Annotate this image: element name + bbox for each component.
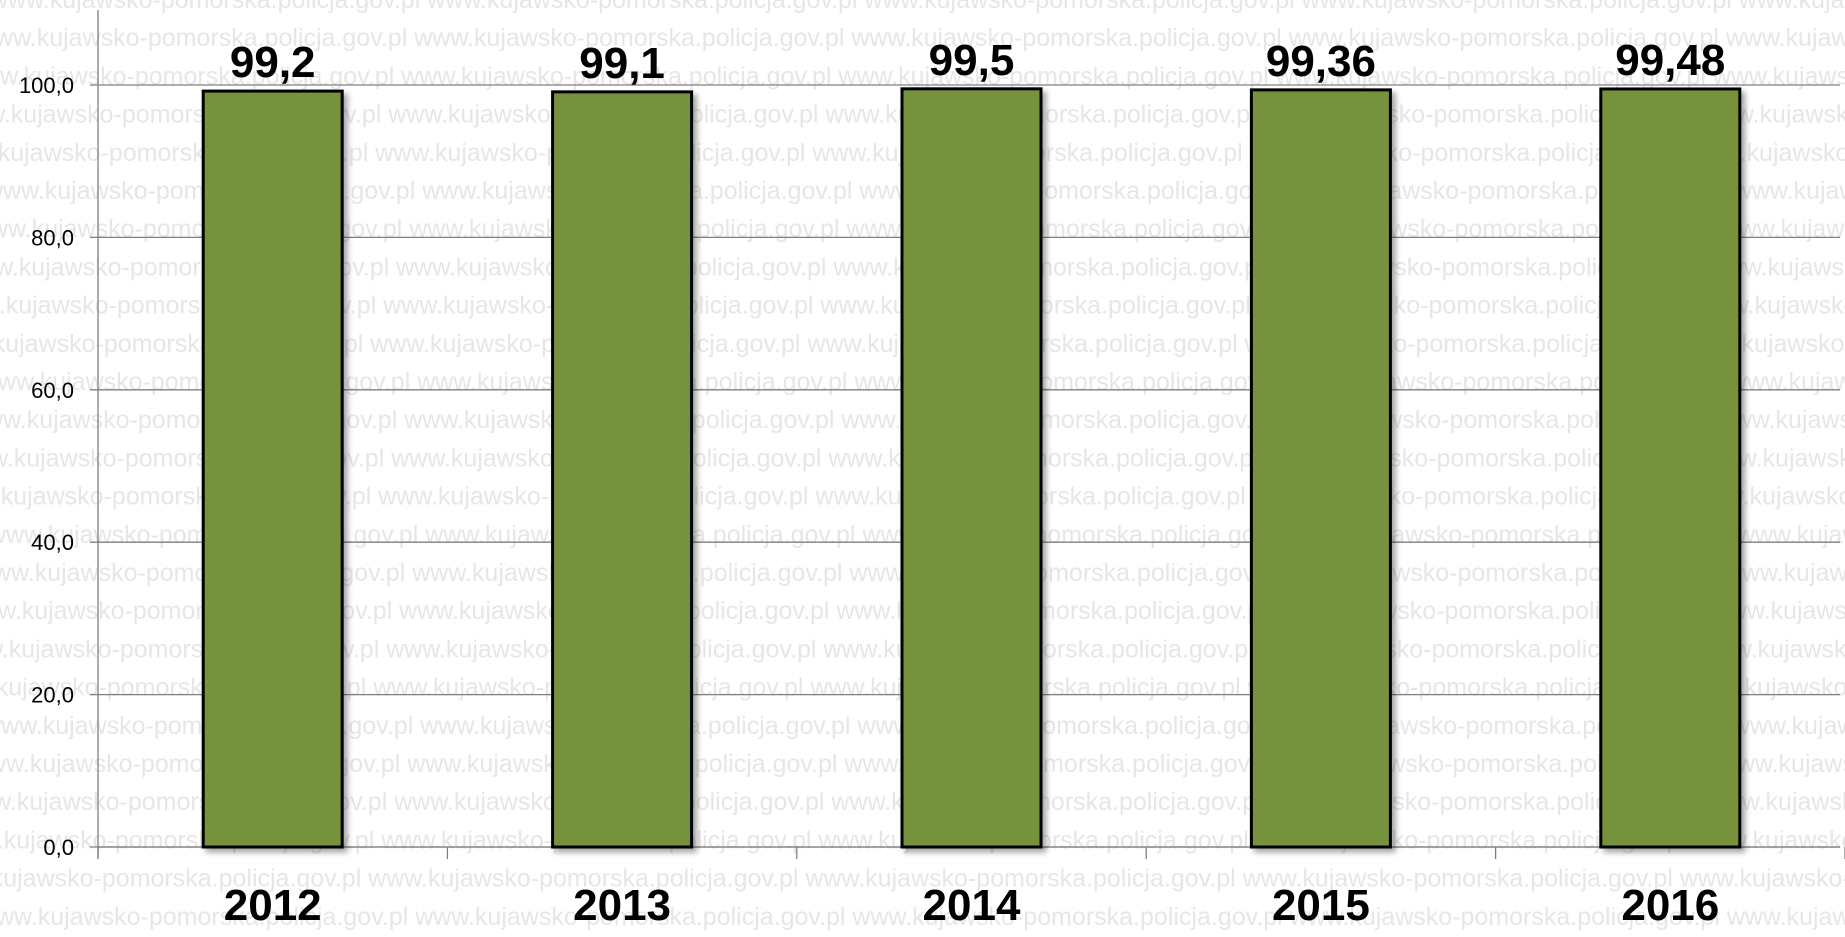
watermark-text: www.kujawsko-pomorska.policja.gov.pl www… <box>0 903 1845 931</box>
data-label: 99,1 <box>579 39 665 88</box>
watermark-text: www.kujawsko-pomorska.policja.gov.pl www… <box>0 865 1845 893</box>
x-tick-label: 2015 <box>1272 881 1370 930</box>
watermark-text: www.kujawsko-pomorska.policja.gov.pl www… <box>0 62 1845 90</box>
y-tick-label: 100,0 <box>19 73 74 98</box>
data-label: 99,48 <box>1615 36 1725 85</box>
bar-2012 <box>201 89 344 849</box>
watermark-text: www.kujawsko-pomorska.policja.gov.pl www… <box>0 24 1845 52</box>
y-tick-label: 0,0 <box>43 835 74 860</box>
labels: 0,0 20,0 40,0 60,0 80,0 100,0 99,2 2012 99,1 2013… <box>19 36 1725 930</box>
y-tick-label: 60,0 <box>31 378 74 403</box>
data-label: 99,2 <box>230 38 316 87</box>
data-label: 99,5 <box>929 36 1015 85</box>
bars <box>201 87 1742 849</box>
x-tick-label: 2014 <box>923 881 1021 930</box>
bar-2013 <box>551 90 694 849</box>
y-tick-label: 40,0 <box>31 530 74 555</box>
x-tick-label: 2012 <box>224 881 322 930</box>
watermark-text: www.kujawsko-pomorska.policja.gov.pl www… <box>0 0 1845 14</box>
y-tick-label: 80,0 <box>31 225 74 250</box>
bar-2014 <box>900 87 1043 849</box>
data-label: 99,36 <box>1266 37 1376 86</box>
x-tick-label: 2016 <box>1621 881 1719 930</box>
bar-2016 <box>1599 87 1742 849</box>
y-tick-label: 20,0 <box>31 683 74 708</box>
bar-2015 <box>1249 88 1392 849</box>
x-tick-label: 2013 <box>573 881 671 930</box>
